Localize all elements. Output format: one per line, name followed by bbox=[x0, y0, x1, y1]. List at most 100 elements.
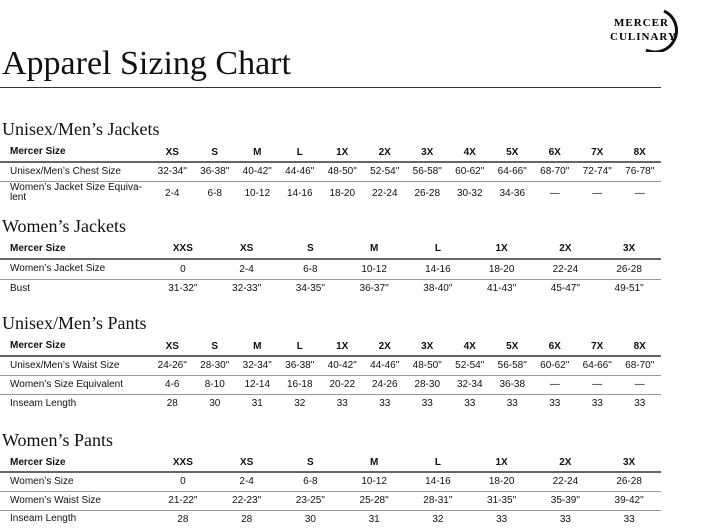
table-cell: 22-23" bbox=[214, 491, 279, 511]
table-cell: 26-28 bbox=[597, 259, 661, 280]
table-cell: 52-54" bbox=[363, 162, 406, 182]
table-cell: XXS bbox=[151, 239, 215, 260]
table-cell: 28 bbox=[177, 513, 189, 525]
table-cell: 4-6 bbox=[151, 375, 194, 395]
table-cell: 28-30" bbox=[193, 356, 236, 376]
row-label: Mercer Size bbox=[0, 454, 151, 473]
table-cell: 1X bbox=[469, 239, 534, 260]
table-cell: S bbox=[278, 239, 343, 260]
table-cell: L bbox=[406, 239, 470, 260]
table-cell: 3X bbox=[597, 454, 661, 473]
table-cell: 31-35" bbox=[469, 491, 534, 511]
table-cell: 33 bbox=[421, 398, 433, 410]
table-cell: 36-38 bbox=[491, 375, 534, 395]
table-cell: XXS bbox=[151, 454, 215, 473]
row-label: Unisex/Men’s Chest Size bbox=[0, 162, 151, 182]
table-cell: M bbox=[342, 454, 406, 473]
table-cell: 8-10 bbox=[193, 375, 236, 395]
table-cell: 28-30 bbox=[406, 375, 449, 395]
svg-text:CULINARY: CULINARY bbox=[610, 31, 677, 43]
table-cell: 31-32" bbox=[168, 283, 198, 295]
table-cell: 38-40" bbox=[423, 283, 453, 295]
table-cell: 44-46" bbox=[363, 356, 406, 376]
table-cell: 28-31" bbox=[406, 491, 470, 511]
table-cell: 60-62" bbox=[448, 162, 491, 182]
table-cell: 2-4 bbox=[214, 259, 279, 280]
table-cell: 18-20 bbox=[469, 259, 534, 280]
table-cell: 1X bbox=[321, 337, 364, 357]
table-cell: 4X bbox=[448, 143, 491, 163]
table-cell: 3X bbox=[406, 143, 449, 163]
row-label: Bust bbox=[10, 282, 31, 294]
table-cell: 25-28" bbox=[342, 491, 406, 511]
table-cell: 32 bbox=[294, 398, 306, 410]
table-cell: 2-4 bbox=[165, 187, 180, 199]
table-cell: 16-18 bbox=[278, 375, 321, 395]
table-cell: 2X bbox=[533, 454, 598, 473]
table-cell: 41-43" bbox=[487, 283, 517, 295]
row-label: Women’s Jacket Size Equiva-lent bbox=[10, 182, 142, 204]
table-cell: 4X bbox=[448, 337, 491, 357]
table-header-row: Mercer Size XS S M L 1X 2X 3X 4X 5X 6X 7X 8X bbox=[0, 143, 661, 163]
table-cell: S bbox=[193, 337, 236, 357]
table-cell: 14-16 bbox=[286, 187, 313, 199]
table-row: Unisex/Men’s Chest Size 32-34" 36-38" 40-42… bbox=[0, 162, 661, 182]
table-cell: 22-24 bbox=[533, 259, 598, 280]
size-table: Mercer Size XS S M L 1X 2X 3X 4X 5X 6X 7X 8X Unisex/M… bbox=[0, 337, 661, 413]
table-cell: 36-38" bbox=[193, 162, 236, 182]
table-header-row: Mercer Size XXS XS S M L 1X 2X 3X bbox=[0, 239, 661, 260]
row-label: Unisex/Men’s Waist Size bbox=[0, 356, 151, 376]
table-cell: 10-12 bbox=[342, 259, 406, 280]
row-label: Mercer Size bbox=[0, 337, 151, 357]
table-cell: 14-16 bbox=[406, 259, 470, 280]
table-cell: 48-50" bbox=[406, 356, 449, 376]
table-cell: M bbox=[236, 143, 279, 163]
table-cell: 2-4 bbox=[214, 472, 279, 492]
table-row: Unisex/Men’s Waist Size 24-26" 28-30" 32-34… bbox=[0, 356, 661, 376]
table-cell: 76-78" bbox=[618, 162, 661, 182]
table-cell: 8X bbox=[618, 143, 661, 163]
table-cell: — bbox=[576, 375, 619, 395]
table-cell: 36-37" bbox=[359, 283, 389, 295]
table-cell: 31 bbox=[251, 398, 263, 410]
table-cell: 32-34" bbox=[236, 356, 279, 376]
table-cell: L bbox=[406, 454, 470, 473]
table-cell: — bbox=[533, 375, 576, 395]
table-cell: 33 bbox=[549, 398, 561, 410]
table-cell: 31 bbox=[368, 513, 380, 525]
table-row: Women’s Jacket Size Equiva-lent 2-4 6-8 10-… bbox=[0, 181, 661, 205]
table-cell: 2X bbox=[363, 337, 406, 357]
table-header-row: Mercer Size XS S M L 1X 2X 3X 4X 5X 6X 7X 8X bbox=[0, 337, 661, 357]
table-cell: L bbox=[278, 337, 321, 357]
row-label: Mercer Size bbox=[0, 143, 151, 163]
table-cell: 34-35" bbox=[295, 283, 325, 295]
table-cell: 33 bbox=[464, 398, 476, 410]
table-cell: — bbox=[634, 187, 645, 199]
table-cell: 18-20 bbox=[329, 187, 356, 199]
table-row: Bust 31-32" 32-33" 34-35" 36-37" 38-40" 41-43"… bbox=[0, 279, 661, 298]
table-cell: 2X bbox=[363, 143, 406, 163]
table-cell: 14-16 bbox=[406, 472, 470, 492]
table-cell: XS bbox=[214, 239, 279, 260]
table-cell: 56-58" bbox=[406, 162, 449, 182]
page-title: Apparel Sizing Chart bbox=[2, 45, 291, 82]
table-cell: 7X bbox=[576, 143, 619, 163]
row-label: Mercer Size bbox=[0, 239, 151, 260]
table-cell: 6-8 bbox=[278, 472, 343, 492]
table-cell: 0 bbox=[151, 259, 215, 280]
table-cell: L bbox=[278, 143, 321, 163]
table-cell: 28 bbox=[166, 398, 178, 410]
section-heading: Women’s Jackets bbox=[2, 216, 127, 236]
table-cell: 52-54" bbox=[448, 356, 491, 376]
table-cell: 60-62" bbox=[533, 356, 576, 376]
table-cell: 33 bbox=[379, 398, 391, 410]
table-cell: 33 bbox=[506, 398, 518, 410]
size-table: Mercer Size XS S M L 1X 2X 3X 4X 5X 6X 7X 8X Unisex/M… bbox=[0, 143, 661, 205]
table-cell: 2X bbox=[533, 239, 598, 260]
table-cell: 8X bbox=[618, 337, 661, 357]
table-cell: 40-42" bbox=[236, 162, 279, 182]
table-row: Inseam Length 28 30 31 32 33 33 33 33 33 33 33 33 bbox=[0, 394, 661, 413]
table-cell: 21-22" bbox=[151, 491, 215, 511]
table-cell: 5X bbox=[491, 337, 534, 357]
table-cell: 33 bbox=[336, 398, 348, 410]
